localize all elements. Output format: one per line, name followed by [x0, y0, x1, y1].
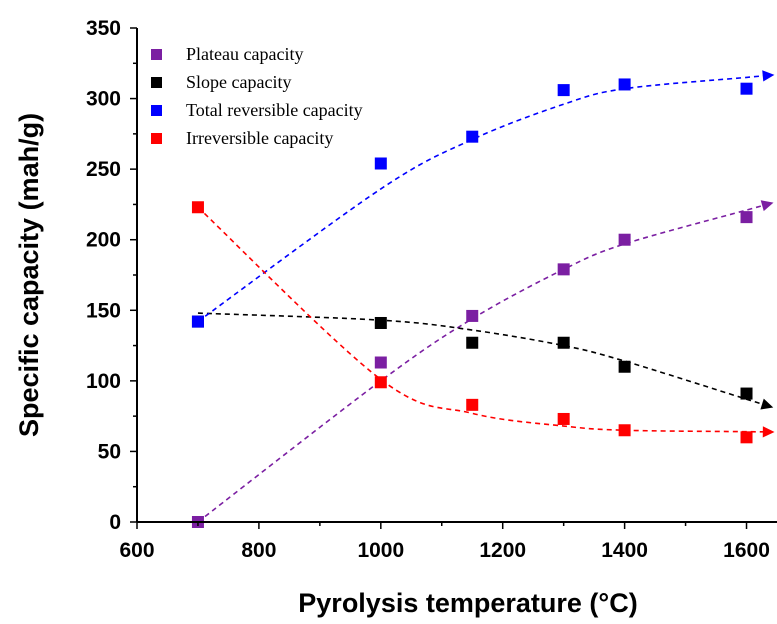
data-point-s3-1: [374, 376, 387, 389]
x-tick-label: 800: [241, 539, 276, 562]
data-point-s2-4: [618, 78, 631, 91]
x-tick-label: 1200: [479, 539, 526, 562]
y-axis-title: Specific capacity (mah/g): [14, 113, 44, 437]
data-point-s0-3: [557, 263, 570, 276]
data-point-s2-3: [557, 84, 570, 97]
legend-marker-1: [151, 77, 162, 88]
data-markers: [191, 78, 753, 528]
trend-lines: [197, 70, 775, 523]
data-point-s0-2: [466, 309, 479, 322]
trend-arrowhead-1: [760, 398, 774, 410]
data-point-s1-3: [557, 336, 570, 349]
data-point-s2-5: [740, 82, 753, 95]
legend-label-1: Slope capacity: [186, 72, 291, 92]
y-tick-label: 0: [109, 511, 121, 534]
data-point-s3-0: [191, 201, 204, 214]
data-point-s3-4: [618, 424, 631, 437]
y-tick-label: 50: [98, 440, 121, 463]
legend-label-2: Total reversible capacity: [186, 100, 363, 120]
data-point-s3-3: [557, 412, 570, 425]
x-tick-label: 1400: [601, 539, 648, 562]
x-tick-label: 1600: [723, 539, 770, 562]
y-tick-label: 300: [86, 88, 121, 111]
data-point-s2-1: [374, 157, 387, 170]
data-point-s0-5: [740, 211, 753, 224]
data-point-s1-1: [374, 316, 387, 329]
legend-marker-0: [151, 49, 162, 60]
x-axis-title: Pyrolysis temperature (°C): [298, 588, 637, 618]
data-point-s2-2: [466, 130, 479, 143]
data-point-s2-0: [191, 315, 204, 328]
x-tick-label: 1000: [357, 539, 404, 562]
trend-line-1: [197, 312, 768, 407]
trend-arrowhead-3: [762, 426, 775, 438]
legend-label-0: Plateau capacity: [186, 44, 303, 64]
y-tick-label: 100: [86, 370, 121, 393]
trend-arrowhead-2: [762, 70, 775, 82]
data-point-s3-5: [740, 431, 753, 444]
trend-line-0: [197, 203, 768, 523]
data-point-s1-4: [618, 360, 631, 373]
data-point-s0-1: [374, 356, 387, 369]
y-tick-label: 150: [86, 299, 121, 322]
trend-line-2: [197, 74, 769, 323]
legend: Plateau capacity Slope capacity Total reve…: [151, 44, 363, 148]
trend-arrowhead-0: [760, 200, 774, 212]
legend-marker-3: [151, 133, 162, 144]
y-tick-label: 350: [86, 17, 121, 40]
legend-label-3: Irreversible capacity: [186, 128, 333, 148]
ticks: 600 800 1000 1200 1400 1600 0 50 100 150 200 250 300…: [86, 17, 770, 562]
y-tick-label: 250: [86, 158, 121, 181]
y-tick-label: 200: [86, 229, 121, 252]
trend-line-3: [197, 206, 769, 433]
data-point-s1-5: [740, 387, 753, 400]
data-point-s0-4: [618, 233, 631, 246]
data-point-s1-2: [466, 336, 479, 349]
x-tick-label: 600: [119, 539, 154, 562]
legend-marker-2: [151, 105, 162, 116]
data-point-s3-2: [466, 398, 479, 411]
